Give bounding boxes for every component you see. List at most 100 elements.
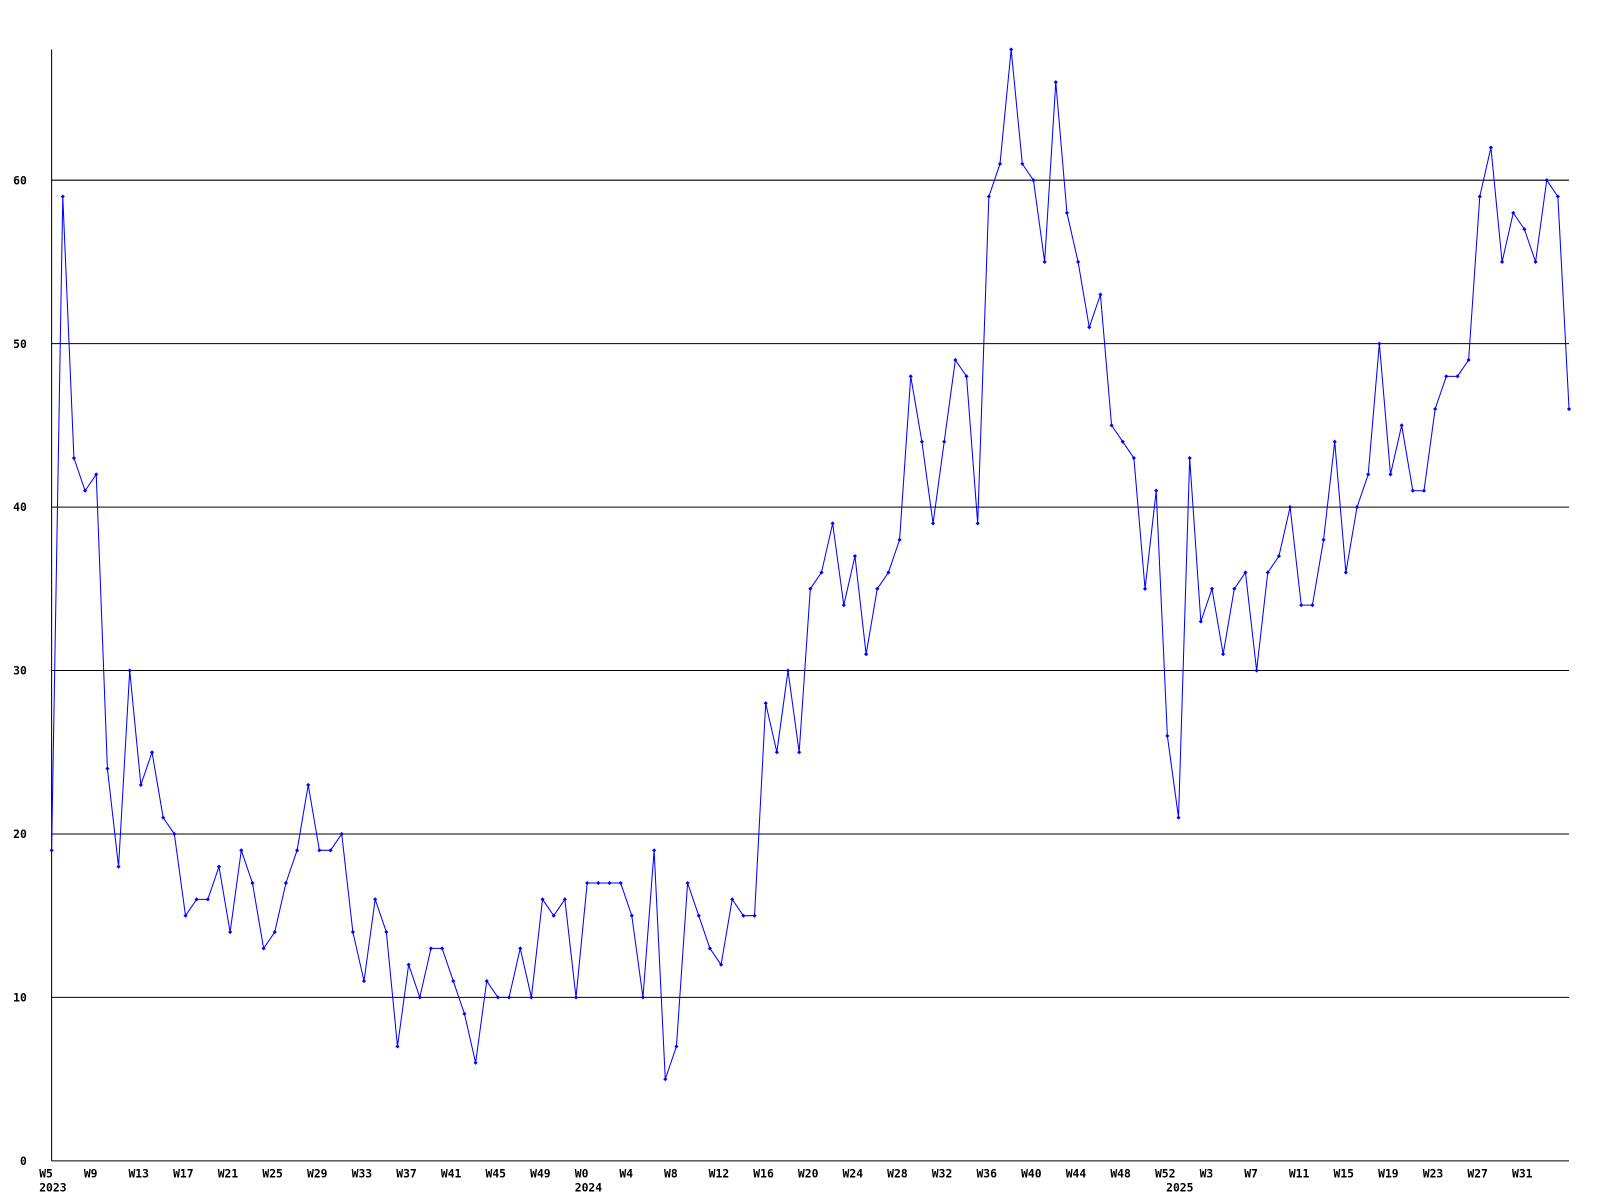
x-tick-label: W45 <box>486 1166 507 1180</box>
data-point <box>1399 423 1404 428</box>
y-tick-label: 0 <box>20 1154 27 1168</box>
data-point <box>462 1011 467 1016</box>
year-label: 2025 <box>1166 1181 1193 1195</box>
data-point <box>997 161 1003 166</box>
data-point <box>395 1044 400 1049</box>
year-label: 2024 <box>575 1181 602 1195</box>
data-point <box>1064 210 1070 215</box>
data-point <box>428 946 434 951</box>
data-point <box>1377 341 1382 346</box>
data-point <box>986 194 991 199</box>
data-point <box>830 521 835 526</box>
data-point <box>1154 488 1159 493</box>
x-tick-label: W12 <box>709 1166 729 1180</box>
x-tick-label: W31 <box>1512 1166 1533 1180</box>
data-point <box>864 652 869 657</box>
data-point <box>1053 80 1058 85</box>
x-tick-label: W7 <box>1244 1166 1258 1180</box>
data-point <box>1366 472 1371 477</box>
x-tick-label: W8 <box>664 1166 678 1180</box>
x-tick-label: W48 <box>1110 1166 1131 1180</box>
x-tick-label: W49 <box>530 1166 551 1180</box>
data-point <box>652 848 657 853</box>
data-point <box>1544 178 1549 183</box>
data-point <box>1165 733 1170 738</box>
data-point <box>875 586 880 591</box>
data-point <box>250 880 255 886</box>
y-tick-label: 30 <box>13 664 27 678</box>
data-point <box>149 750 155 755</box>
data-point <box>518 946 523 951</box>
data-line <box>51 49 1570 1080</box>
data-point <box>295 848 300 853</box>
data-point <box>361 979 367 984</box>
data-point <box>1087 325 1092 330</box>
x-tick-label: W25 <box>262 1166 283 1180</box>
data-point <box>1477 194 1482 199</box>
data-point <box>94 472 99 477</box>
data-point <box>685 880 690 886</box>
y-tick-label: 40 <box>13 500 27 514</box>
data-point <box>640 995 646 1000</box>
x-tick-label: W5 <box>39 1166 53 1180</box>
data-point <box>1265 570 1270 575</box>
x-tick-label: W17 <box>173 1166 193 1180</box>
data-point <box>1388 472 1393 477</box>
data-point <box>774 750 779 755</box>
data-point <box>1076 259 1081 264</box>
data-point <box>283 880 288 886</box>
x-tick-label: W32 <box>932 1166 952 1180</box>
x-tick-label: W37 <box>396 1166 416 1180</box>
data-point <box>1511 210 1516 215</box>
data-point <box>328 848 333 853</box>
data-point <box>674 1044 679 1049</box>
data-point <box>440 946 445 951</box>
data-point <box>272 929 277 935</box>
data-point <box>406 962 411 967</box>
data-point <box>138 782 143 787</box>
data-point <box>205 897 210 902</box>
x-tick-label: W15 <box>1333 1166 1354 1180</box>
data-point <box>1343 570 1348 575</box>
data-point <box>1042 259 1047 264</box>
x-tick-label: W41 <box>441 1166 462 1180</box>
data-point <box>1421 488 1427 493</box>
data-point <box>60 194 65 199</box>
data-point <box>718 962 724 967</box>
data-point <box>473 1060 478 1065</box>
data-point <box>1232 586 1237 591</box>
data-point <box>127 668 132 673</box>
data-point <box>763 701 768 706</box>
data-point <box>239 848 244 853</box>
data-point <box>1299 603 1304 608</box>
x-tick-label: W16 <box>753 1166 774 1180</box>
x-tick-label: W27 <box>1467 1166 1487 1180</box>
data-point <box>1500 259 1505 264</box>
y-tick-label: 10 <box>13 991 27 1005</box>
data-point <box>897 537 902 542</box>
x-tick-label: W28 <box>887 1166 908 1180</box>
data-point <box>908 374 913 379</box>
data-point <box>1254 668 1259 673</box>
data-point <box>618 880 623 886</box>
x-tick-label: W13 <box>128 1166 149 1180</box>
x-tick-label: W19 <box>1378 1166 1399 1180</box>
data-point <box>105 766 110 771</box>
data-point <box>1410 488 1415 493</box>
data-point <box>1098 292 1103 297</box>
data-point <box>785 668 791 673</box>
data-point <box>752 913 757 918</box>
x-tick-label: W9 <box>84 1166 98 1180</box>
x-tick-label: W20 <box>798 1166 819 1180</box>
x-tick-label: W11 <box>1289 1166 1310 1180</box>
x-tick-label: W0 <box>575 1166 589 1180</box>
data-point <box>819 570 824 575</box>
data-point <box>975 521 980 526</box>
x-tick-label: W52 <box>1155 1166 1175 1180</box>
data-point <box>216 864 222 869</box>
data-point <box>451 979 456 984</box>
data-point <box>495 995 500 1000</box>
data-point <box>507 995 512 1000</box>
